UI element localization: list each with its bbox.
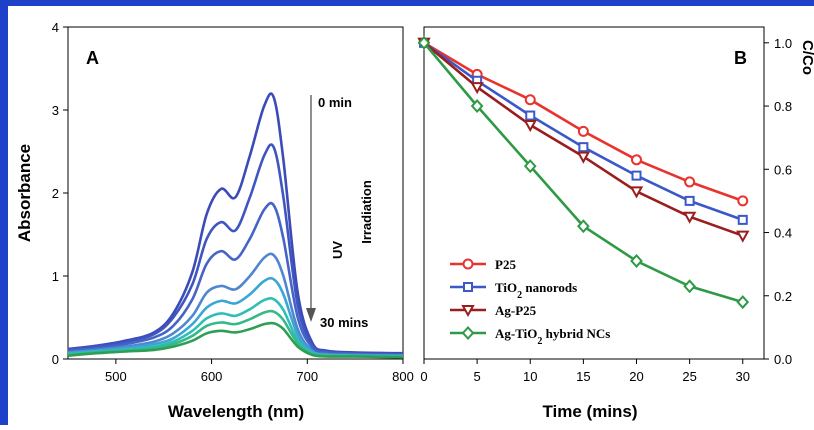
absorbance-curve-7 [67, 321, 404, 359]
legend-label: P25 [495, 257, 516, 272]
annotation-end-time: 30 mins [320, 315, 368, 330]
series-marker [525, 110, 536, 121]
legend-item: Ag-P25 [450, 303, 537, 318]
panel-a-x-axis: 500 600 700 800 [105, 359, 414, 384]
absorbance-curve-2 [67, 201, 404, 357]
panel-a-x-tick-label: 500 [105, 369, 127, 384]
panel-b-y-tick-label: 0.2 [774, 289, 792, 304]
series-marker [683, 279, 696, 294]
series-marker [631, 154, 642, 166]
panel-b-x-tick-label: 30 [736, 369, 750, 384]
legend-swatch-marker [463, 282, 473, 292]
series-marker [524, 94, 536, 106]
series-marker [629, 186, 644, 199]
series-line [423, 41, 744, 203]
frame-top-edge [0, 0, 814, 6]
series-marker [417, 35, 431, 50]
panel-b-x-tick-label: 10 [523, 369, 537, 384]
panel-a-x-tick-label: 800 [392, 369, 414, 384]
legend-label-part: Ag-TiO [495, 326, 537, 341]
panel-b-x-tick-label: 25 [682, 369, 696, 384]
panel-b-label: B [734, 48, 747, 68]
panel-b-x-tick-label: 5 [474, 369, 481, 384]
series-marker [737, 195, 749, 207]
series-marker [684, 176, 696, 188]
panel-a-y-tick-label: 2 [52, 186, 59, 201]
series-0 [418, 37, 749, 207]
legend-label-part: 2 [537, 336, 542, 347]
series-marker [631, 170, 642, 181]
series-marker [576, 151, 591, 164]
panel-a-x-tick-label: 700 [296, 369, 318, 384]
panel-a-y-tick-label: 3 [52, 103, 59, 118]
legend-label: TiO2 nanorods [495, 280, 577, 301]
panel-b-y-tick-label: 0.4 [774, 226, 792, 241]
panel-a-y-axis: 0 1 2 3 4 [52, 20, 68, 367]
panel-a-y-tick-label: 1 [52, 269, 59, 284]
legend-label-part: nanorods [522, 280, 577, 295]
series-marker [523, 159, 537, 174]
absorbance-curve-4 [67, 276, 404, 358]
legend-label-part: hybrid NCs [542, 326, 610, 341]
legend-label: Ag-TiO2 hybrid NCs [495, 326, 610, 347]
panel-b-y-tick-label: 0.6 [774, 162, 792, 177]
panel-b-y-axis: 0.0 0.2 0.4 0.6 0.8 1.0 [764, 36, 792, 367]
panel-a-y-axis-label: Absorbance [15, 144, 34, 242]
absorbance-curve-0 [67, 92, 404, 355]
series-marker [737, 214, 748, 225]
series-marker [684, 195, 695, 206]
panel-b: 0.0 0.2 0.4 0.6 0.8 1.0 0 5 10 15 20 25 30 B C/Co T… [417, 26, 814, 421]
panel-a: 0 1 2 3 4 500 600 700 800 A Absorbance Waveleng… [15, 20, 414, 421]
panel-b-y-tick-label: 0.0 [774, 352, 792, 367]
panel-a-label: A [86, 48, 99, 68]
series-marker [578, 142, 589, 153]
series-marker [682, 211, 697, 224]
series-marker [736, 295, 750, 310]
series-3 [417, 35, 750, 310]
legend-item: Ag-TiO2 hybrid NCs [450, 326, 610, 347]
panel-a-y-tick-label: 4 [52, 20, 59, 35]
panel-b-y-tick-label: 0.8 [774, 99, 792, 114]
legend-swatch-marker [461, 326, 475, 340]
panel-b-x-tick-label: 20 [629, 369, 643, 384]
panel-a-x-axis-label: Wavelength (nm) [168, 402, 304, 421]
legend-swatch-marker [462, 258, 474, 270]
panel-b-x-tick-label: 0 [420, 369, 427, 384]
annotation-irradiation: Irradiation [359, 180, 374, 244]
panel-b-y-tick-label: 1.0 [774, 36, 792, 51]
irradiation-arrow-head [306, 308, 316, 322]
panel-b-x-axis-label: Time (mins) [542, 402, 637, 421]
series-marker [470, 99, 484, 114]
legend-swatch-marker [461, 305, 475, 318]
series-marker [470, 82, 484, 95]
panel-b-series [417, 35, 750, 310]
series-marker [523, 120, 537, 133]
series-marker [577, 219, 590, 234]
panel-b-x-axis: 0 5 10 15 20 25 30 [420, 359, 750, 384]
panel-b-plot-area [423, 26, 765, 360]
panel-a-y-tick-label: 0 [52, 352, 59, 367]
panel-a-x-tick-label: 600 [201, 369, 223, 384]
panel-a-curves [67, 92, 404, 359]
absorbance-curve-1 [67, 143, 404, 356]
series-marker [630, 253, 643, 268]
annotation-start-time: 0 min [318, 95, 352, 110]
legend-label: Ag-P25 [495, 303, 537, 318]
absorbance-curve-3 [67, 252, 404, 357]
panel-b-y-axis-label: C/Co [799, 40, 814, 75]
legend-label-part: 2 [517, 290, 522, 301]
legend-label-part: TiO [495, 280, 517, 295]
annotation-uv: UV [330, 241, 345, 259]
panel-b-x-tick-label: 15 [576, 369, 590, 384]
series-marker [736, 230, 750, 243]
legend-item: TiO2 nanorods [450, 280, 577, 301]
panel-a-plot-area [67, 26, 404, 360]
series-marker [577, 125, 589, 137]
legend-item: P25 [450, 257, 516, 272]
frame-left-edge [0, 0, 8, 425]
